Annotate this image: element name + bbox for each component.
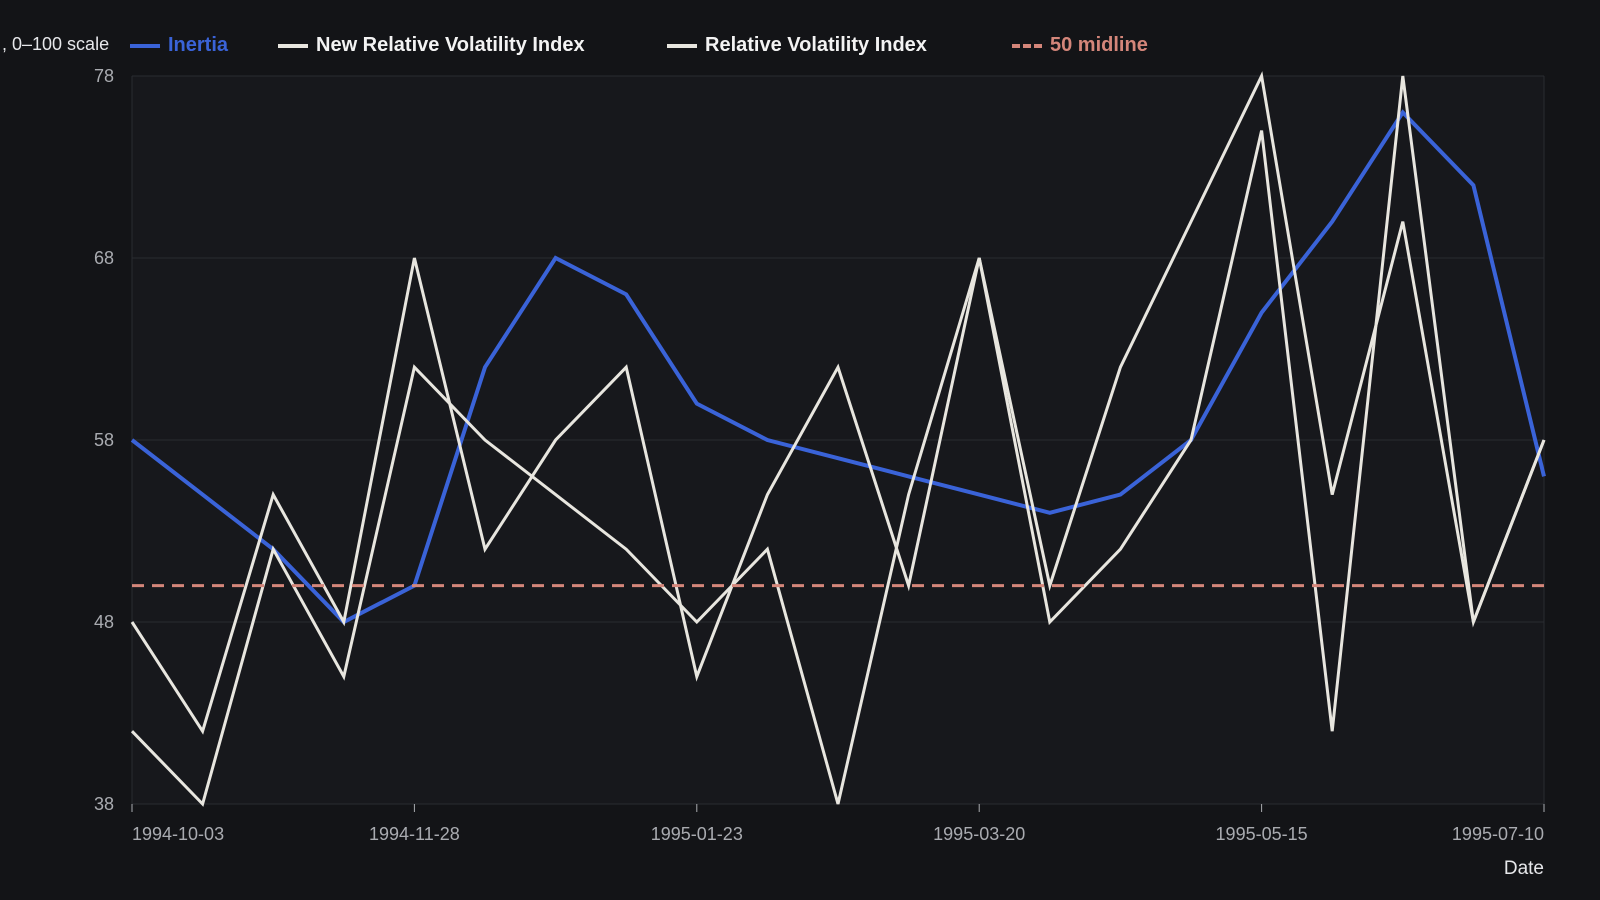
legend-label: Inertia [168, 34, 229, 56]
legend-label: New Relative Volatility Index [316, 34, 585, 56]
y-tick-label: 48 [94, 612, 114, 632]
legend-label: Relative Volatility Index [705, 34, 927, 56]
legend-swatch [667, 43, 697, 48]
y-axis-label: , 0–100 scale [2, 34, 110, 54]
legend-swatch [130, 43, 160, 48]
y-tick-label: 38 [94, 794, 114, 814]
legend-item: New Relative Volatility Index [278, 34, 585, 57]
legend: Inertia New Relative Volatility Index Rela… [0, 32, 1600, 60]
legend-swatch [1012, 43, 1042, 48]
legend-label: 50 midline [1050, 34, 1148, 56]
y-tick-label: 68 [94, 248, 114, 268]
x-tick-label: 1994-10-03 [132, 824, 224, 844]
legend-swatch [278, 43, 308, 48]
y-tick-label: 78 [94, 66, 114, 86]
x-axis-label: Date [1504, 858, 1544, 879]
x-tick-label: 1994-11-28 [369, 824, 460, 844]
legend-item: Inertia [130, 34, 228, 57]
x-tick-label: 1995-01-23 [651, 824, 743, 844]
legend-item: 50 midline [1012, 34, 1148, 57]
legend-item: Relative Volatility Index [667, 34, 927, 57]
x-tick-label: 1995-03-20 [933, 824, 1025, 844]
y-tick-label: 58 [94, 430, 114, 450]
x-tick-label: 1995-05-15 [1216, 824, 1308, 844]
x-tick-label: 1995-07-10 [1452, 824, 1544, 844]
